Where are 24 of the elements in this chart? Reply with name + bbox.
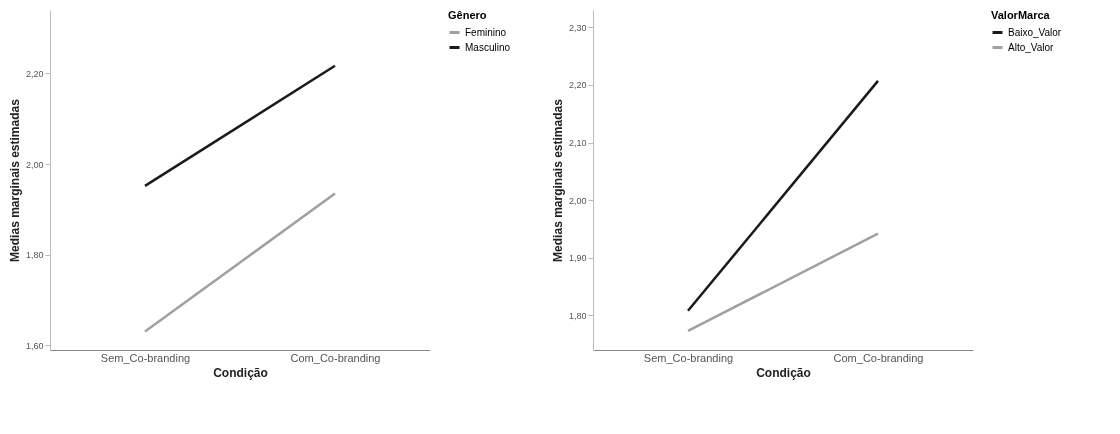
y-tick-label: 2,00 [568, 195, 587, 206]
y-tick-label: 1,80 [25, 250, 44, 261]
y-tick-label: 1,90 [568, 253, 587, 264]
x-tick-label: Com_Co-branding [290, 351, 381, 364]
legend-label: Masculino [465, 41, 511, 53]
legend-label: Alto_Valor [1008, 41, 1055, 53]
legend-label: Feminino [465, 26, 507, 38]
legend-title: ValorMarca [991, 9, 1051, 21]
y-tick-label: 1,60 [25, 340, 44, 351]
x-axis-title: Condição [756, 365, 811, 380]
y-axis-title: Medias marginais estimadas [550, 98, 565, 262]
x-tick-label: Com_Co-branding [833, 351, 924, 364]
y-tick-label: 1,80 [568, 310, 587, 321]
x-tick-label: Sem_Co-branding [643, 351, 734, 364]
legend-title: Gênero [448, 9, 487, 21]
y-tick-label: 2,10 [568, 138, 587, 149]
x-axis-title: Condição [213, 365, 268, 380]
x-tick-label: Sem_Co-branding [100, 351, 191, 364]
y-tick-label: 2,20 [25, 68, 44, 79]
y-tick-label: 2,20 [568, 80, 587, 91]
y-tick-label: 2,30 [568, 22, 587, 33]
y-axis-title: Medias marginais estimadas [7, 98, 22, 262]
y-tick-label: 2,00 [25, 159, 44, 170]
legend-label: Baixo_Valor [1008, 26, 1062, 38]
